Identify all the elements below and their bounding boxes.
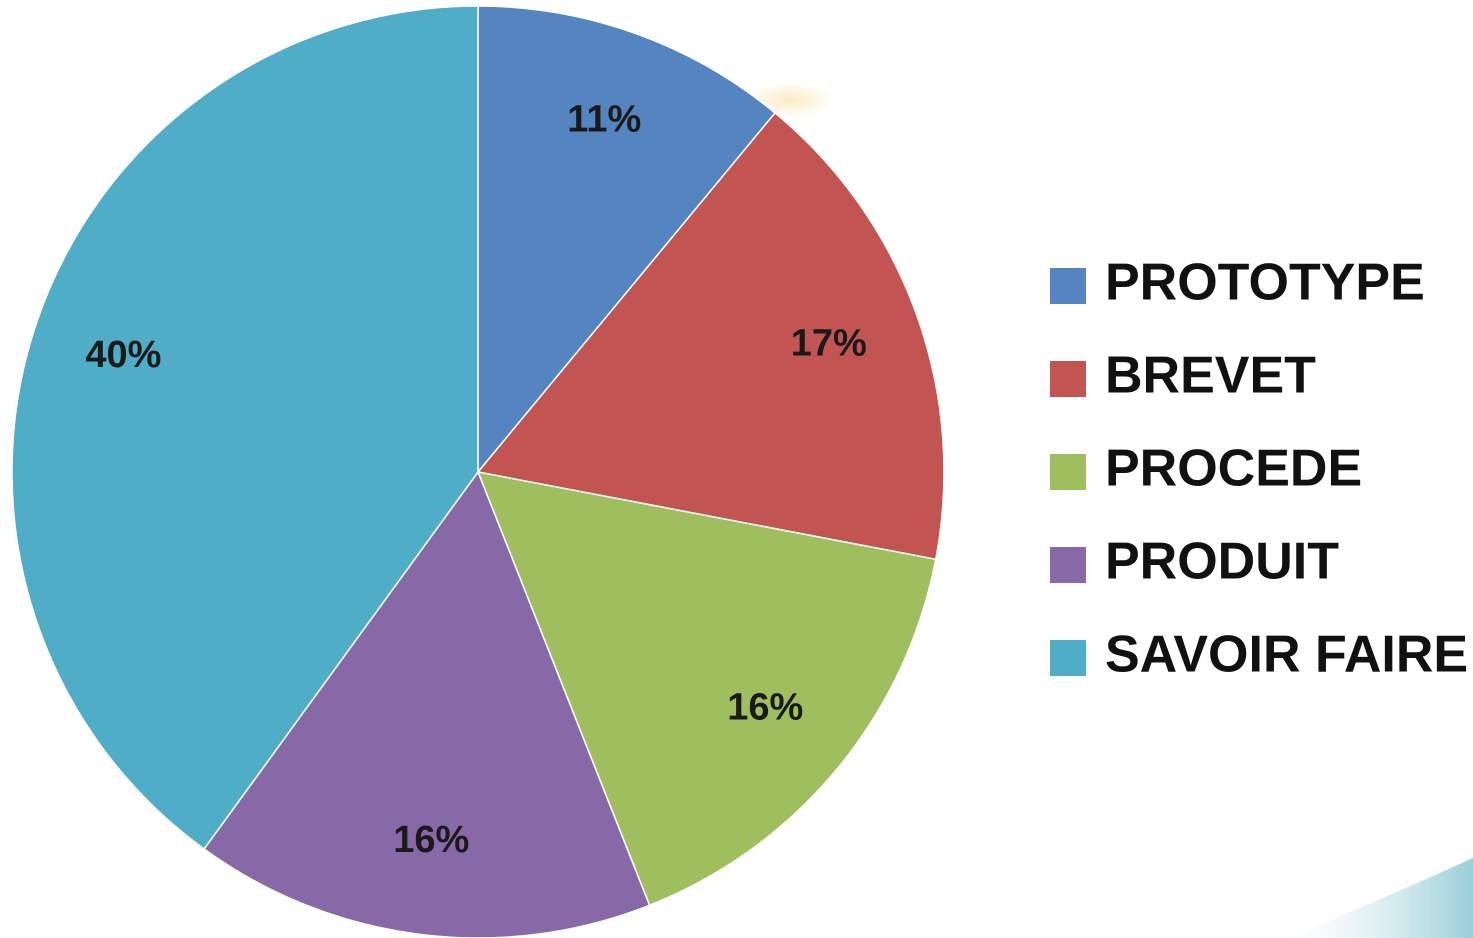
pie-slice-produit <box>203 470 651 938</box>
legend-label-prototype: PROTOTYPE <box>1105 254 1425 312</box>
legend-label-brevet: BREVET <box>1105 347 1316 405</box>
pie-slice-savoir-faire <box>11 5 479 851</box>
data-label-prototype: 11% <box>567 98 641 140</box>
data-label-brevet: 17% <box>791 323 867 365</box>
pie-data-labels: 11% 17% 16% 16% 40% <box>85 98 866 861</box>
data-label-produit: 16% <box>393 819 469 861</box>
background-swoosh <box>1290 858 1473 938</box>
pie-slices <box>11 5 945 938</box>
pie-slice-brevet <box>476 111 945 561</box>
legend: PROTOTYPE BREVET PROCEDE PRODUIT SAVOIR FAIR… <box>1050 254 1468 684</box>
data-label-savoir-faire: 40% <box>85 334 161 376</box>
pie-slice-prototype <box>477 5 777 475</box>
legend-swatch-procede <box>1050 454 1086 490</box>
legend-swatch-savoir-faire <box>1050 640 1086 676</box>
legend-label-procede: PROCEDE <box>1105 440 1362 498</box>
pie-slice-procede <box>476 471 937 907</box>
data-label-procede: 16% <box>727 687 803 729</box>
legend-label-savoir-faire: SAVOIR FAIRE <box>1105 626 1468 684</box>
legend-label-produit: PRODUIT <box>1105 533 1339 591</box>
legend-swatch-produit <box>1050 547 1086 583</box>
legend-swatch-prototype <box>1050 268 1086 304</box>
legend-swatch-brevet <box>1050 361 1086 397</box>
